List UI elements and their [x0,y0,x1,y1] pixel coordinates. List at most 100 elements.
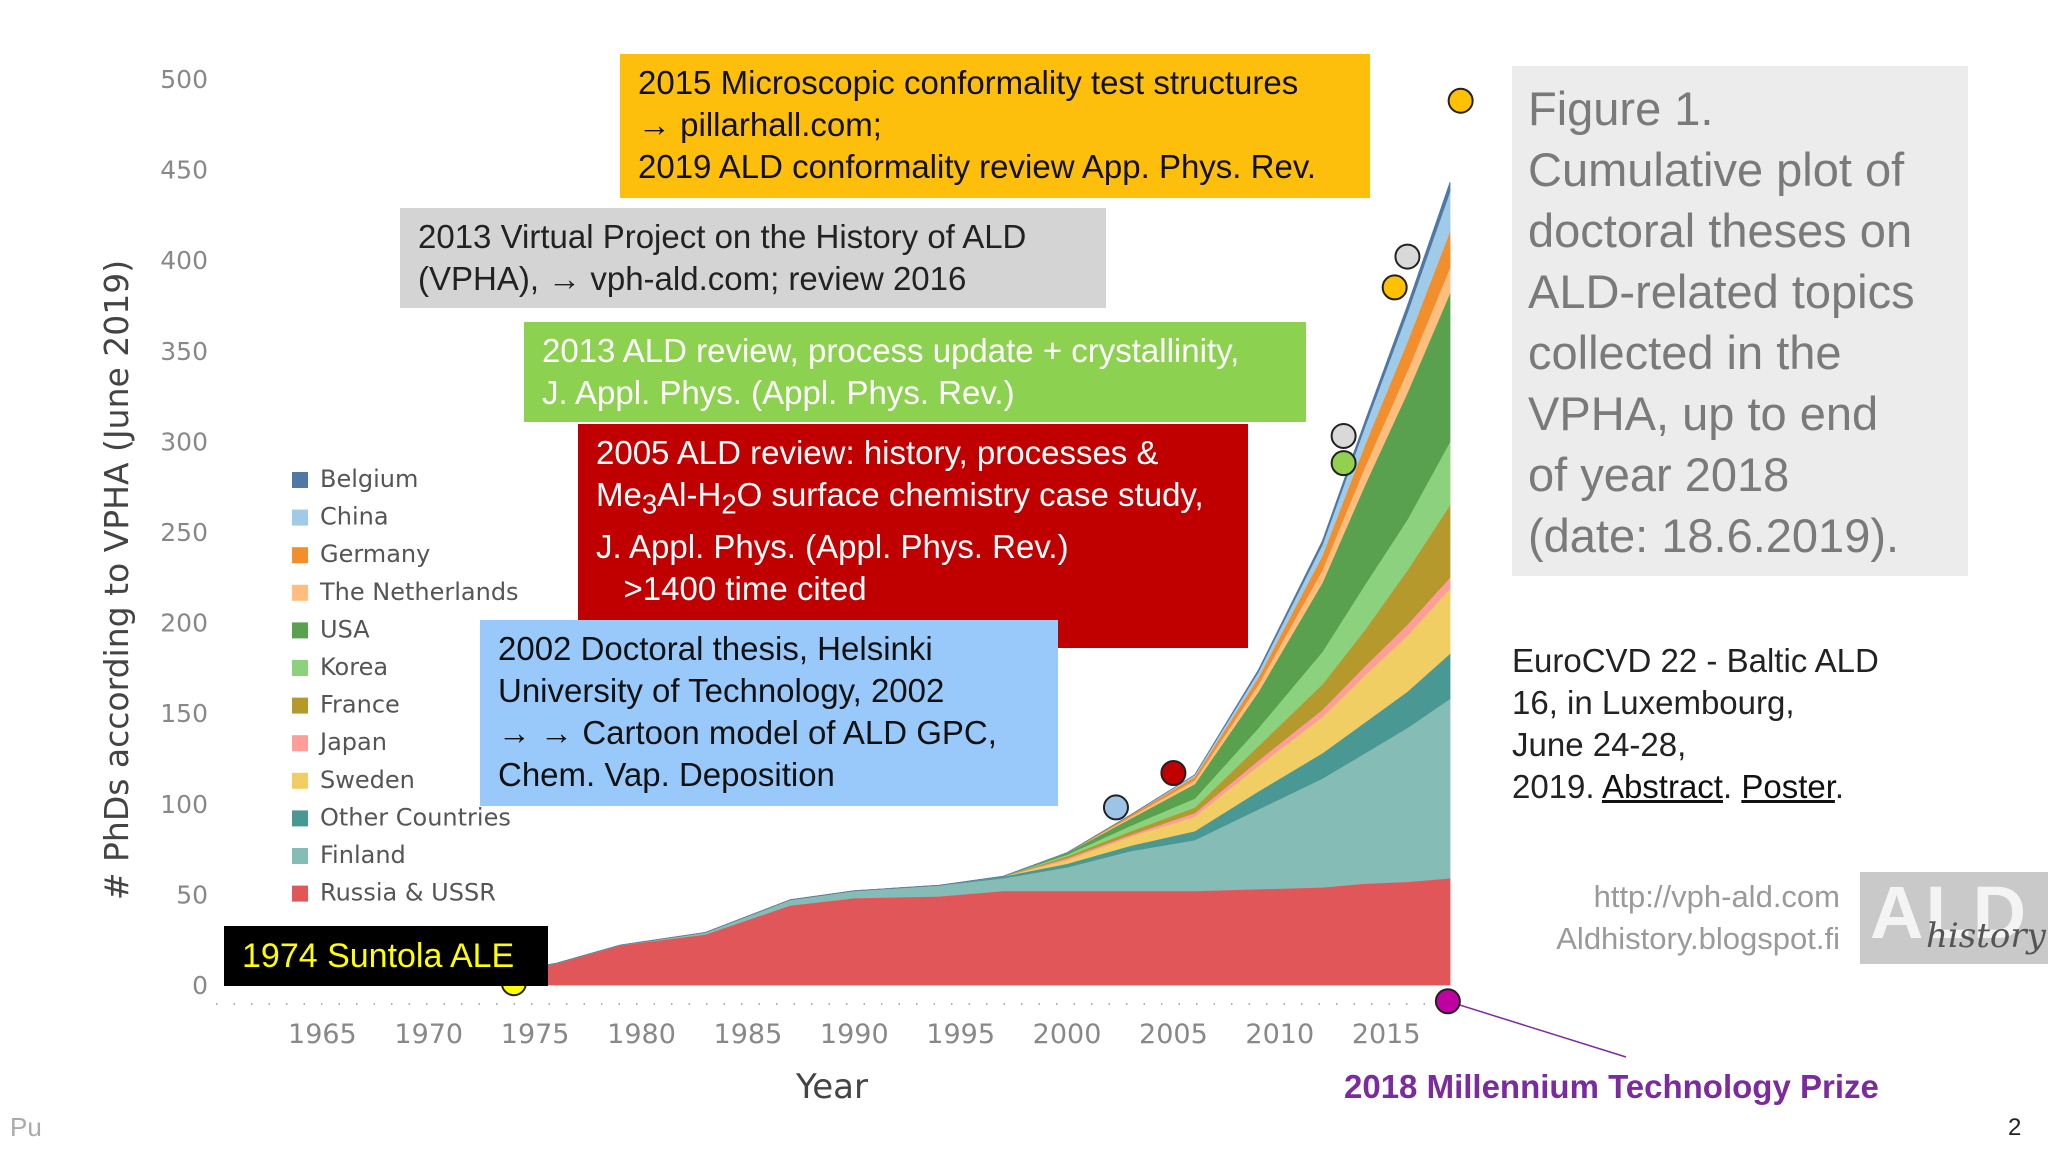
callout-line: Chem. Vap. Deposition [498,756,835,793]
x-tick-label: 1980 [607,1019,676,1050]
website-urls: http://vph-ald.com Aldhistory.blogspot.f… [1500,876,1840,960]
y-tick-label: 450 [160,156,208,185]
legend-swatch [292,509,308,526]
callout-line: → pillarhall.com; [638,106,882,143]
callout-line: 2002 Doctoral thesis, Helsinki [498,630,933,667]
y-tick-label: 500 [160,65,208,94]
y-tick-label: 200 [160,609,208,638]
logo-sub-text: history [1926,916,2046,956]
legend-swatch [292,885,308,902]
conference-line: 2019. Abstract. Poster. [1512,768,1845,805]
legend-label: USA [320,615,370,643]
millennium-prize-label: 2018 Millennium Technology Prize [1344,1068,1879,1105]
legend-swatch [292,810,308,827]
event-marker [1434,988,1461,1015]
callout-line: >1400 time cited [596,569,867,607]
y-tick-label: 350 [160,337,208,366]
legend-swatch [292,697,308,714]
legend-swatch [292,584,308,601]
callout-line: 2019 ALD conformality review App. Phys. … [638,148,1317,185]
callout-line: 2013 Virtual Project on the History of A… [418,218,1027,255]
callout-2005-review: 2005 ALD review: history, processes & Me… [578,424,1248,648]
callout-2015-conformality: 2015 Microscopic conformality test struc… [620,54,1370,198]
callout-2002-thesis: 2002 Doctoral thesis, Helsinki Universit… [480,620,1058,806]
legend-label: The Netherlands [319,578,519,606]
x-axis-label: Year [795,1067,868,1107]
url-vph-ald[interactable]: http://vph-ald.com [1593,879,1840,914]
legend-label: Belgium [320,465,418,493]
legend-swatch [292,848,308,864]
y-axis-ticks: 0 50 100 150 200 250 300 350 400 450 500 [160,65,208,1000]
page-number: 2 [2008,1114,2022,1141]
x-tick-label: 1985 [714,1019,783,1050]
prize-pointer-line [1447,1000,1627,1058]
y-tick-label: 150 [160,699,208,728]
x-tick-label: 1970 [394,1019,463,1050]
event-marker [1447,87,1474,114]
legend-label: Korea [320,653,388,681]
callout-1974-suntola: 1974 Suntola ALE [224,926,548,986]
legend-label: Other Countries [320,803,511,831]
logo-main-text: ALD [1870,872,2029,954]
caption-line: of year 2018 [1528,448,1790,501]
callout-line: 2005 ALD review: history, processes & [596,434,1159,471]
ald-history-logo: ALD history [1860,872,2048,964]
legend-label: Sweden [320,766,415,794]
footer-left-text: Pu [10,1112,42,1142]
legend-swatch [292,735,308,752]
callout-line: J. Appl. Phys. (Appl. Phys. Rev.) [542,374,1015,411]
callout-line: University of Technology, 2002 [498,672,945,709]
figure-caption: Figure 1. Cumulative plot of doctoral th… [1512,66,1968,576]
area-series-belgium [279,182,1451,986]
caption-line: collected in the [1528,326,1842,379]
conference-line: EuroCVD 22 - Baltic ALD [1512,642,1879,679]
y-axis-label: # PhDs according to VPHA (June 2019) [97,260,136,900]
x-tick-label: 2010 [1245,1019,1314,1050]
callout-line: 2015 Microscopic conformality test struc… [638,64,1299,101]
caption-line: VPHA, up to end [1528,387,1879,440]
x-axis-ticks: 1965 1970 1975 1980 1985 1990 1995 2000 2005 2010… [216,1003,1450,1050]
legend-label: China [320,503,389,531]
x-tick-label: 1965 [288,1019,357,1050]
conference-info: EuroCVD 22 - Baltic ALD 16, in Luxembour… [1512,640,1879,808]
legend-label: Japan [318,728,387,756]
y-tick-label: 300 [160,427,208,456]
legend-label: Germany [320,540,430,568]
stacked-areas [279,182,1451,986]
y-tick-label: 100 [160,790,208,819]
caption-line: doctoral theses on [1528,204,1913,257]
x-tick-label: 1995 [926,1019,995,1050]
url-aldhistory-blog[interactable]: Aldhistory.blogspot.fi [1556,921,1840,956]
event-marker [1102,794,1129,821]
legend-swatch [292,660,308,676]
x-tick-label: 2005 [1139,1019,1208,1050]
conference-line: 16, in Luxembourg, [1512,684,1795,721]
callout-line: J. Appl. Phys. (Appl. Phys. Rev.) [596,527,1069,565]
x-tick-label: 2015 [1352,1019,1421,1050]
x-tick-label: 1975 [501,1019,570,1050]
caption-line: Cumulative plot of [1528,143,1905,196]
poster-link[interactable]: Poster [1741,768,1835,805]
legend-swatch [292,547,308,564]
x-tick-label: 2000 [1033,1019,1102,1050]
legend-swatch [292,622,308,639]
abstract-link[interactable]: Abstract [1601,768,1723,805]
event-marker [1330,422,1357,449]
callout-line: (VPHA), → vph-ald.com; review 2016 [418,260,967,297]
callout-line: Me3Al-H2O surface chemistry case study, [596,476,1204,520]
event-marker [1381,274,1408,301]
legend-label: Russia & USSR [320,879,496,907]
caption-line: ALD-related topics [1528,265,1915,318]
y-tick-label: 50 [176,880,208,909]
legend-swatch [292,772,308,789]
callout-line: → → Cartoon model of ALD GPC, [498,714,997,751]
caption-line: (date: 18.6.2019). [1528,509,1900,562]
y-tick-label: 400 [160,246,208,275]
event-marker [1394,243,1421,270]
legend-label: France [320,691,400,719]
callout-2013-review: 2013 ALD review, process update + crysta… [524,322,1306,422]
callout-line: 2013 ALD review, process update + crysta… [542,332,1240,369]
caption-line: Figure 1. [1528,82,1714,135]
y-tick-label: 250 [160,518,208,547]
legend-swatch [292,472,308,488]
